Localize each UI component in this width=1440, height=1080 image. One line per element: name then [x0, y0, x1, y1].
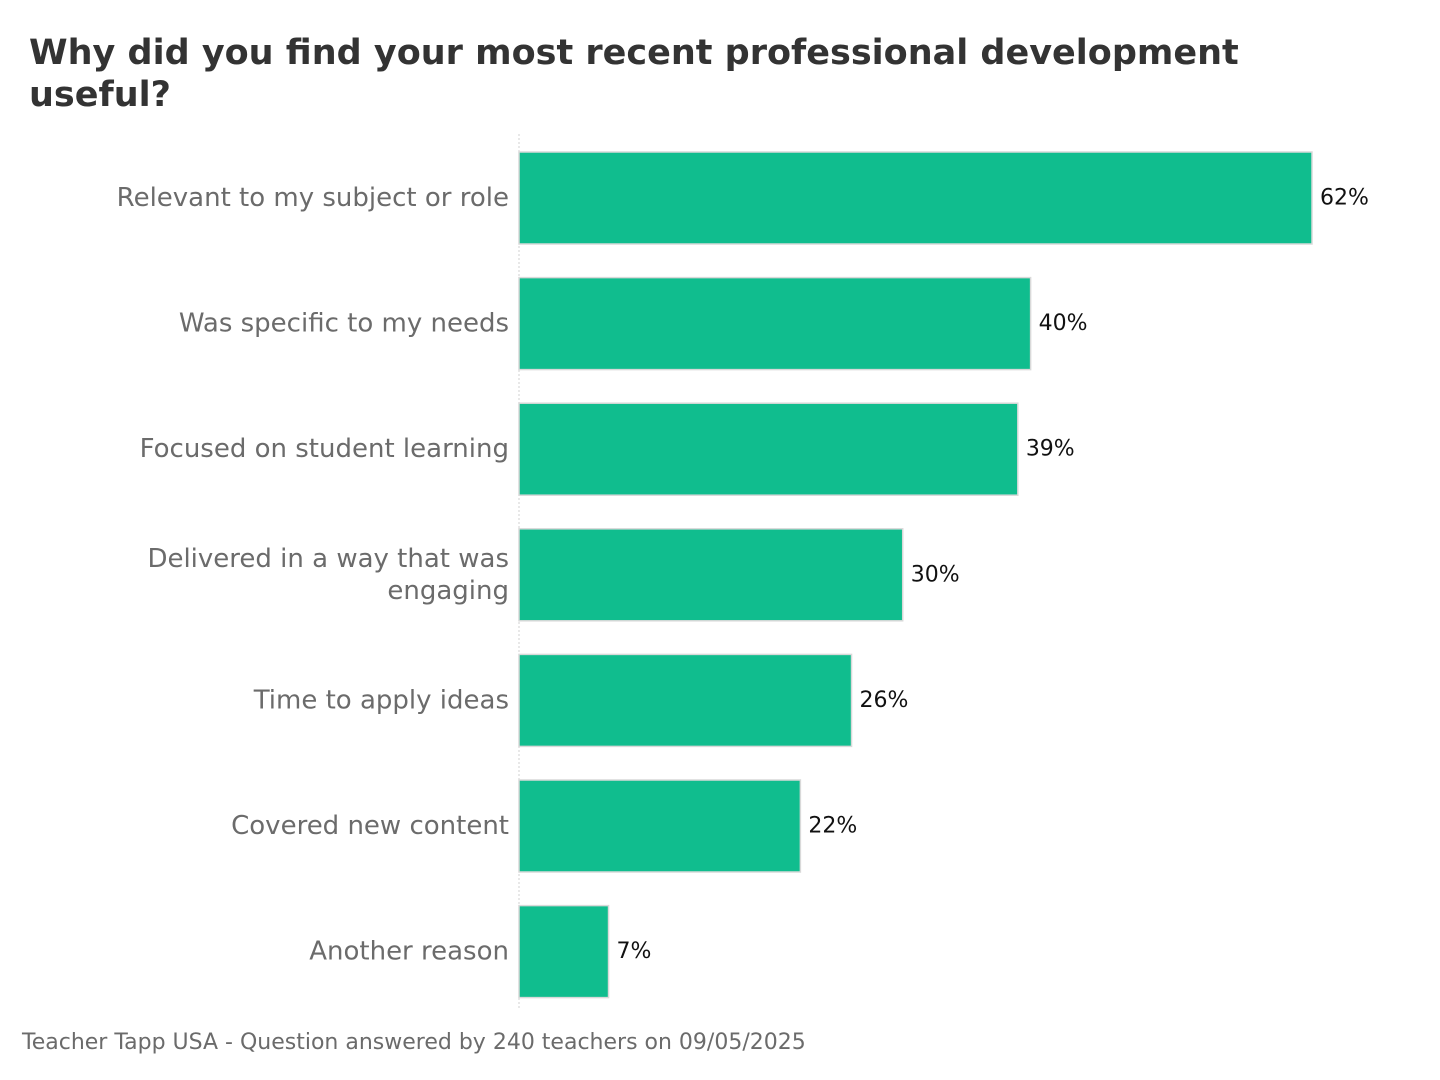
bar — [518, 151, 1313, 245]
category-label: Focused on student learning — [140, 434, 509, 464]
category-label: Covered new content — [231, 811, 509, 841]
category-labels-group: Relevant to my subject or role Was specif… — [117, 183, 509, 967]
category-label: Delivered in a way that was engaging — [147, 544, 509, 606]
category-label-line: Focused on student learning — [140, 434, 509, 464]
bar-value-label: 26% — [860, 688, 909, 713]
category-label: Time to apply ideas — [253, 685, 509, 715]
category-label-line: engaging — [387, 576, 509, 606]
category-label: Relevant to my subject or role — [117, 183, 509, 213]
bar-value-label: 7% — [617, 939, 652, 964]
bar-value-label: 62% — [1320, 186, 1369, 211]
category-label: Another reason — [309, 937, 509, 967]
bar — [518, 402, 1019, 496]
bar — [518, 779, 802, 873]
bars-group — [518, 151, 1313, 999]
category-label-line: Relevant to my subject or role — [117, 183, 509, 213]
value-labels-group: 62% 40% 39% 30% 26% 22% 7% — [617, 186, 1369, 965]
bar — [518, 904, 610, 999]
category-label-line: Was specific to my needs — [179, 309, 509, 339]
bar-value-label: 30% — [911, 562, 960, 587]
bar-value-label: 39% — [1026, 437, 1075, 462]
chart-title: Why did you find your most recent profes… — [29, 33, 1239, 115]
bar-value-label: 40% — [1039, 311, 1088, 336]
category-label: Was specific to my needs — [179, 309, 509, 339]
category-label-line: Another reason — [309, 937, 509, 967]
bar — [518, 276, 1032, 371]
bar — [518, 528, 904, 622]
category-label-line: Time to apply ideas — [253, 685, 509, 715]
category-label-line: Covered new content — [231, 811, 509, 841]
category-label-line: Delivered in a way that was — [147, 544, 509, 574]
bar — [518, 653, 853, 748]
bar-value-label: 22% — [808, 814, 857, 839]
source-footnote: Teacher Tapp USA - Question answered by … — [22, 1030, 806, 1055]
